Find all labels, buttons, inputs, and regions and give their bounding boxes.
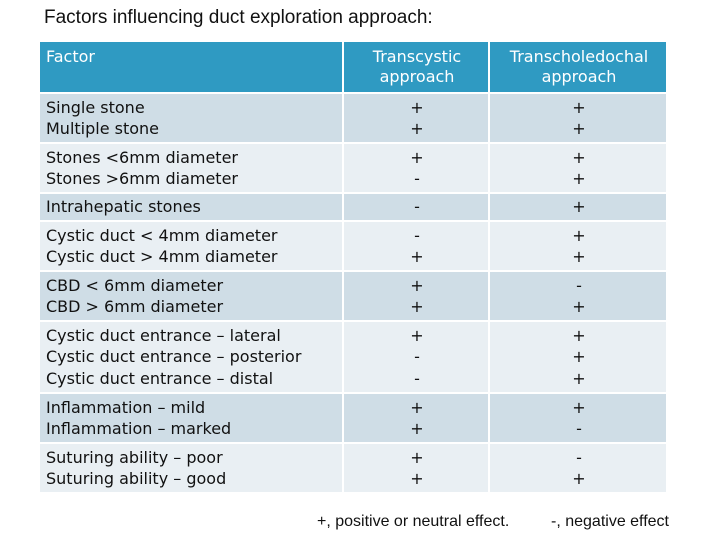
transcystic-line: +: [410, 447, 424, 467]
table-row: CBD < 6mm diameter CBD > 6mm diameter + + - +: [38, 270, 668, 322]
transcholedochal-line: -: [576, 419, 582, 438]
transcystic-line: +: [410, 97, 424, 117]
transcholedochal-line: -: [576, 275, 582, 295]
transcholedochal-line: -: [576, 447, 582, 467]
transcholedochal-line: +: [572, 297, 586, 316]
factor-line: Intrahepatic stones: [46, 197, 201, 217]
transcystic-cell: + -: [342, 142, 490, 194]
transcholedochal-cell: + +: [488, 142, 668, 194]
transcystic-cell: + +: [342, 392, 490, 444]
transcystic-line: +: [410, 325, 424, 345]
page-title: Factors influencing duct exploration app…: [44, 7, 433, 28]
table-row: Stones <6mm diameter Stones >6mm diameter…: [38, 142, 668, 194]
column-header-transcystic: Transcystic approach: [342, 40, 490, 94]
factor-line: Cystic duct entrance – posterior: [46, 347, 302, 367]
factor-cell: Single stone Multiple stone: [38, 92, 344, 144]
transcystic-cell: -: [342, 192, 490, 222]
table-row: Cystic duct entrance – lateral Cystic duc…: [38, 320, 668, 394]
transcystic-cell: + +: [342, 270, 490, 322]
table-row: Intrahepatic stones - +: [38, 192, 668, 222]
factor-line: Cystic duct < 4mm diameter: [46, 225, 278, 245]
transcystic-line: -: [414, 347, 420, 367]
transcholedochal-cell: + +: [488, 220, 668, 272]
transcystic-line: +: [410, 419, 424, 438]
transcystic-line: -: [414, 197, 420, 217]
factor-line: Suturing ability – good: [46, 469, 227, 488]
factor-line: Inflammation – marked: [46, 419, 232, 438]
transcystic-line: -: [414, 368, 420, 388]
transcystic-line: +: [410, 247, 424, 266]
transcystic-line: +: [410, 147, 424, 167]
factor-cell: Stones <6mm diameter Stones >6mm diameter: [38, 142, 344, 194]
factor-cell: Intrahepatic stones: [38, 192, 344, 222]
transcholedochal-line: +: [572, 247, 586, 266]
factor-cell: Inflammation – mild Inflammation – marked: [38, 392, 344, 444]
factor-line: Stones >6mm diameter: [46, 169, 238, 188]
transcholedochal-line: +: [572, 119, 586, 138]
factor-cell: CBD < 6mm diameter CBD > 6mm diameter: [38, 270, 344, 322]
transcholedochal-line: +: [572, 97, 586, 117]
factor-cell: Cystic duct entrance – lateral Cystic duc…: [38, 320, 344, 394]
transcholedochal-line: +: [572, 397, 586, 417]
factor-cell: Suturing ability – poor Suturing ability …: [38, 442, 344, 494]
table-header-row: Factor Transcystic approach Transcholedo…: [38, 40, 668, 94]
factor-line: CBD < 6mm diameter: [46, 275, 224, 295]
transcystic-line: +: [410, 275, 424, 295]
transcholedochal-cell: + +: [488, 92, 668, 144]
transcystic-line: +: [410, 469, 424, 488]
factor-line: Multiple stone: [46, 119, 160, 138]
footnote-positive: +, positive or neutral effect.: [317, 513, 510, 530]
transcholedochal-line: +: [572, 368, 586, 388]
factor-line: Single stone: [46, 97, 145, 117]
transcholedochal-cell: - +: [488, 442, 668, 494]
transcholedochal-line: +: [572, 147, 586, 167]
transcystic-line: +: [410, 119, 424, 138]
transcholedochal-line: +: [572, 169, 586, 188]
transcholedochal-line: +: [572, 225, 586, 245]
transcholedochal-cell: +: [488, 192, 668, 222]
factor-line: Cystic duct > 4mm diameter: [46, 247, 278, 266]
footnote-negative: -, negative effect: [551, 513, 669, 530]
table-row: Inflammation – mild Inflammation – marked…: [38, 392, 668, 444]
transcystic-cell: + - -: [342, 320, 490, 394]
factor-line: Suturing ability – poor: [46, 447, 223, 467]
transcholedochal-line: +: [572, 469, 586, 488]
transcholedochal-line: +: [572, 325, 586, 345]
transcholedochal-cell: - +: [488, 270, 668, 322]
table-row: Suturing ability – poor Suturing ability …: [38, 442, 668, 494]
transcystic-cell: + +: [342, 442, 490, 494]
transcholedochal-line: +: [572, 347, 586, 367]
table-body: Single stone Multiple stone + + + + Stones <6m…: [38, 92, 668, 494]
factor-cell: Cystic duct < 4mm diameter Cystic duct > …: [38, 220, 344, 272]
transcystic-cell: + +: [342, 92, 490, 144]
transcystic-line: +: [410, 297, 424, 316]
factor-line: Cystic duct entrance – lateral: [46, 325, 281, 345]
transcystic-line: +: [410, 397, 424, 417]
transcholedochal-line: +: [572, 197, 586, 217]
factor-line: Inflammation – mild: [46, 397, 206, 417]
transcholedochal-cell: + -: [488, 392, 668, 444]
transcholedochal-cell: + + +: [488, 320, 668, 394]
factor-line: Stones <6mm diameter: [46, 147, 238, 167]
table-row: Single stone Multiple stone + + + +: [38, 92, 668, 144]
column-header-factor: Factor: [38, 40, 344, 94]
transcystic-cell: - +: [342, 220, 490, 272]
transcystic-line: -: [414, 225, 420, 245]
factors-table: Factor Transcystic approach Transcholedo…: [38, 40, 668, 494]
transcystic-line: -: [414, 169, 420, 188]
factor-line: CBD > 6mm diameter: [46, 297, 224, 316]
table-row: Cystic duct < 4mm diameter Cystic duct > …: [38, 220, 668, 272]
column-header-transcholedochal: Transcholedochal approach: [488, 40, 668, 94]
factor-line: Cystic duct entrance – distal: [46, 368, 274, 388]
